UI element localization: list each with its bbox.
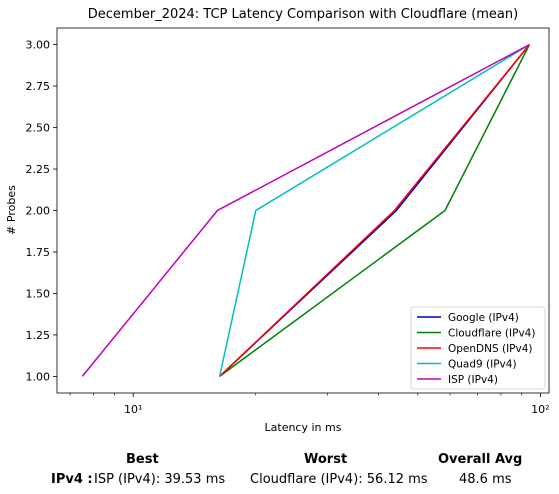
y-tick-label-7: 2.75 bbox=[26, 80, 51, 93]
legend-label-0: Google (IPv4) bbox=[448, 312, 519, 324]
x-tick-label-1: 10² bbox=[531, 403, 549, 416]
y-tick-label-1: 1.25 bbox=[26, 329, 51, 342]
series-layer bbox=[81, 43, 531, 378]
legend-box bbox=[410, 306, 546, 390]
legend-label-2: OpenDNS (IPv4) bbox=[448, 343, 533, 355]
y-tick-label-5: 2.25 bbox=[26, 163, 51, 176]
y-axis-label: # Probes bbox=[5, 185, 18, 235]
series-line-3 bbox=[218, 43, 530, 377]
y-tick-label-4: 2.00 bbox=[26, 205, 51, 218]
ipv4-row-label: IPv4 : bbox=[51, 472, 93, 487]
y-axis: 1.00 1.25 1.50 1.75 2.00 2.25 2.50 2.75 3.00 bbox=[26, 39, 57, 383]
best-header: Best bbox=[126, 452, 159, 467]
latency-chart: December_2024: TCP Latency Comparison wi… bbox=[5, 7, 550, 434]
legend-label-3: Quad9 (IPv4) bbox=[448, 359, 517, 371]
y-tick-label-2: 1.50 bbox=[26, 287, 51, 300]
y-tick-label-3: 1.75 bbox=[26, 246, 51, 259]
overall-avg-value: 48.6 ms bbox=[459, 472, 512, 487]
overall-avg-header: Overall Avg bbox=[438, 452, 523, 467]
series-line-1 bbox=[219, 44, 531, 378]
x-axis: 10¹ 10² bbox=[69, 393, 550, 416]
y-tick-label-8: 3.00 bbox=[26, 39, 51, 52]
best-value: ISP (IPv4): 39.53 ms bbox=[94, 472, 226, 487]
y-tick-label-0: 1.00 bbox=[26, 370, 51, 383]
worst-value: Cloudflare (IPv4): 56.12 ms bbox=[250, 472, 428, 487]
y-tick-label-6: 2.50 bbox=[26, 122, 51, 135]
x-axis-label: Latency in ms bbox=[265, 421, 342, 434]
worst-header: Worst bbox=[304, 452, 348, 467]
legend-label-4: ISP (IPv4) bbox=[448, 374, 498, 386]
chart-title: December_2024: TCP Latency Comparison wi… bbox=[88, 7, 518, 22]
legend: Google (IPv4) Cloudflare (IPv4) OpenDNS (I… bbox=[410, 306, 546, 390]
legend-label-1: Cloudflare (IPv4) bbox=[448, 328, 535, 340]
series-line-4 bbox=[81, 43, 530, 377]
x-tick-label-0: 10¹ bbox=[124, 403, 142, 416]
series-line-2 bbox=[219, 44, 530, 377]
